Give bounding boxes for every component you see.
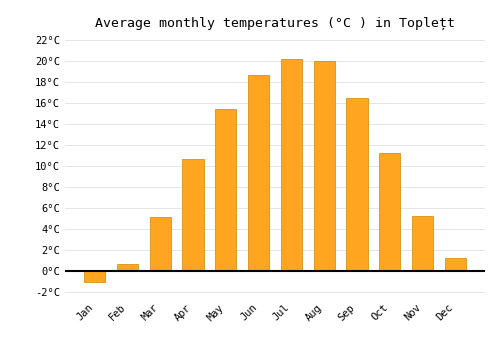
Bar — [280, 59, 302, 271]
Bar — [346, 98, 368, 271]
Bar — [150, 217, 171, 271]
Bar — [84, 271, 106, 282]
Bar — [248, 75, 270, 271]
Bar — [379, 153, 400, 271]
Title: Average monthly temperatures (°C ) in Toplețt: Average monthly temperatures (°C ) in To… — [95, 17, 455, 30]
Bar — [182, 159, 204, 271]
Bar — [117, 264, 138, 271]
Bar — [412, 216, 433, 271]
Bar — [444, 258, 466, 271]
Bar — [215, 108, 236, 271]
Bar — [314, 61, 335, 271]
